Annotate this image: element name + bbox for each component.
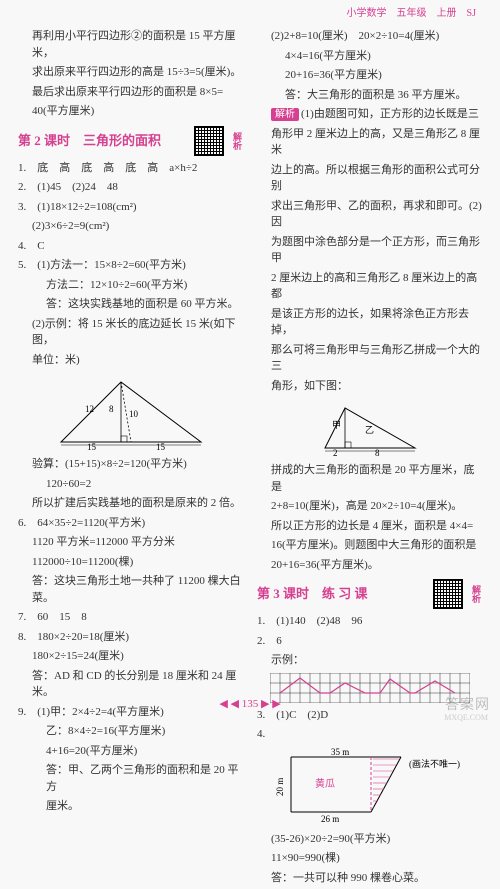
diagram-label: 8: [375, 448, 380, 458]
answer-line: 4. C: [18, 238, 243, 255]
analysis-text: 那么可将三角形甲与三角形乙拼成一个大的三: [257, 342, 482, 375]
diagram-label: 26 m: [321, 814, 339, 824]
content-columns: 再利用小平行四边形②的面积是 15 平方厘米， 求出原来平行四边形的高是 15÷…: [18, 28, 482, 889]
diagram-label: 2: [333, 448, 338, 458]
intro-line: 40(平方厘米): [18, 103, 243, 120]
intro-line: 再利用小平行四边形②的面积是 15 平方厘米，: [18, 28, 243, 61]
answer-line: 8. 180×2÷20=18(厘米): [18, 629, 243, 646]
analysis-text: 20+16=36(平方厘米)。: [257, 557, 482, 574]
answer-line: 1. (1)140 (2)48 96: [257, 613, 482, 630]
qr-code-icon: [194, 126, 224, 156]
answer-line: 112000÷10=11200(棵): [18, 554, 243, 571]
analysis-text: 2+8=10(厘米)，高是 20×2÷10=4(厘米)。: [257, 498, 482, 515]
diagram-label: 35 m: [331, 747, 349, 757]
right-column: (2)2+8=10(厘米) 20×2÷10=4(厘米) 4×4=16(平方厘米)…: [257, 28, 482, 889]
answer-line: 5. (1)方法一：15×8÷2=60(平方米): [18, 257, 243, 274]
analysis-text: 角形甲 2 厘米边上的高，又是三角形乙 8 厘米: [257, 126, 482, 159]
answer-line: 6. 64×35÷2=1120(平方米): [18, 515, 243, 532]
answer-line: 11×90=990(棵): [257, 850, 482, 867]
answer-line: (2)2+8=10(厘米) 20×2÷10=4(厘米): [257, 28, 482, 45]
analysis-text: 边上的高。所以根据三角形的面积公式可分别: [257, 162, 482, 195]
triangle-diagram: 8 12 10 15 15: [51, 372, 211, 452]
diagram-label: 10: [129, 409, 139, 419]
analysis-text: 2 厘米边上的高和三角形乙 8 厘米边上的高都: [257, 270, 482, 303]
answer-line: 答：一共可以种 990 棵卷心菜。: [257, 870, 482, 887]
section-3-title: 第 3 课时 练 习 课 解析: [257, 579, 482, 609]
diagram-label: 甲: [332, 420, 341, 430]
answer-line: 答：大三角形的面积是 36 平方厘米。: [257, 87, 482, 104]
answer-line: 2. 6: [257, 633, 482, 650]
trapezoid-diagram: 35 m 26 m 20 m 黄瓜 (画法不唯一): [271, 747, 471, 827]
diagram-label: 20 m: [275, 777, 285, 795]
answer-line: 乙：8×4÷2=16(平方厘米): [18, 723, 243, 740]
analysis-text: 拼成的大三角形的面积是 20 平方厘米，底是: [257, 462, 482, 495]
answer-line: 验算：(15+15)×8÷2=120(平方米): [18, 456, 243, 473]
diagram-label: 12: [85, 404, 94, 414]
page-decoration: ▶ ▶: [261, 698, 281, 710]
diagram-label: 黄瓜: [315, 777, 335, 790]
diagram-note: (画法不唯一): [409, 758, 460, 769]
diagram-label: 乙: [365, 425, 374, 435]
analysis-text: 16(平方厘米)。则题图中大三角形的面积是: [257, 537, 482, 554]
diagram-label: 15: [87, 442, 97, 452]
qr-code-icon: [433, 579, 463, 609]
answer-line: 20+16=36(平方厘米): [257, 67, 482, 84]
qr-label: 解析: [469, 585, 483, 603]
answer-line: 1. 底 高 底 高 底 高 a×h÷2: [18, 160, 243, 177]
analysis-text: 为题图中涂色部分是一个正方形，而三角形甲: [257, 234, 482, 267]
diagram-label: 15: [156, 442, 166, 452]
page-decoration: ◀ ◀: [219, 698, 241, 710]
answer-line: 3. (1)18×12÷2=108(cm²): [18, 199, 243, 216]
answer-line: 所以扩建后实践基地的面积是原来的 2 倍。: [18, 495, 243, 512]
sub-watermark: MXQE.COM: [444, 712, 488, 724]
answer-line: 1120 平方米=112000 平方分米: [18, 534, 243, 551]
section-2-title: 第 2 课时 三角形的面积 解析: [18, 126, 243, 156]
answer-line: 4+16=20(平方厘米): [18, 743, 243, 760]
left-column: 再利用小平行四边形②的面积是 15 平方厘米， 求出原来平行四边形的高是 15÷…: [18, 28, 243, 889]
intro-line: 求出原来平行四边形的高是 15÷3=5(厘米)。: [18, 64, 243, 81]
small-triangle-diagram: 甲 乙 2 8: [315, 398, 425, 458]
answer-line: 单位：米): [18, 352, 243, 369]
intro-line: 最后求出原来平行四边形的面积是 8×5=: [18, 84, 243, 101]
answer-line: 答：这块实践基地的面积是 60 平方米。: [18, 296, 243, 313]
answer-line: 120÷60=2: [18, 476, 243, 493]
answer-line: 7. 60 15 8: [18, 609, 243, 626]
page-header: 小学数学 五年级 上册 SJ: [347, 6, 476, 21]
answer-line: 示例：: [257, 652, 482, 669]
diagram-label: 8: [109, 404, 114, 414]
section-title-text: 第 3 课时 练 习 课: [257, 584, 368, 604]
analysis-text: 是该正方形的边长，如果将涂色正方形去掉，: [257, 306, 482, 339]
analysis-text: 所以正方形的边长是 4 厘米，面积是 4×4=: [257, 518, 482, 535]
analysis-text: (1)由题图可知，正方形的边长既是三: [301, 108, 479, 120]
answer-line: 方法二：12×10÷2=60(平方米): [18, 277, 243, 294]
analysis-text: 角形，如下图：: [257, 378, 482, 395]
section-title-text: 第 2 课时 三角形的面积: [18, 131, 161, 151]
answer-line: 4×4=16(平方厘米): [257, 48, 482, 65]
answer-line: (35-26)×20÷2=90(平方米): [257, 831, 482, 848]
page-number: ◀ ◀ 135 ▶ ▶: [0, 696, 500, 713]
answer-line: 答：这块三角形土地一共种了 11200 棵大白菜。: [18, 573, 243, 606]
answer-line: 厘米。: [18, 798, 243, 815]
page-num-value: 135: [242, 698, 259, 710]
answer-line: (2)3×6÷2=9(cm²): [18, 218, 243, 235]
answer-line: 2. (1)45 (2)24 48: [18, 179, 243, 196]
answer-line: 4.: [257, 726, 482, 743]
analysis-text: 求出三角形甲、乙的面积，再求和即可。(2)因: [257, 198, 482, 231]
answer-line: 180×2÷15=24(厘米): [18, 648, 243, 665]
analysis-block: 解析(1)由题图可知，正方形的边长既是三: [257, 106, 482, 123]
analysis-badge: 解析: [271, 108, 299, 121]
answer-line: (2)示例：将 15 米长的底边延长 15 米(如下图，: [18, 316, 243, 349]
qr-label: 解析: [230, 132, 244, 150]
answer-line: 答：甲、乙两个三角形的面积和是 20 平方: [18, 762, 243, 795]
